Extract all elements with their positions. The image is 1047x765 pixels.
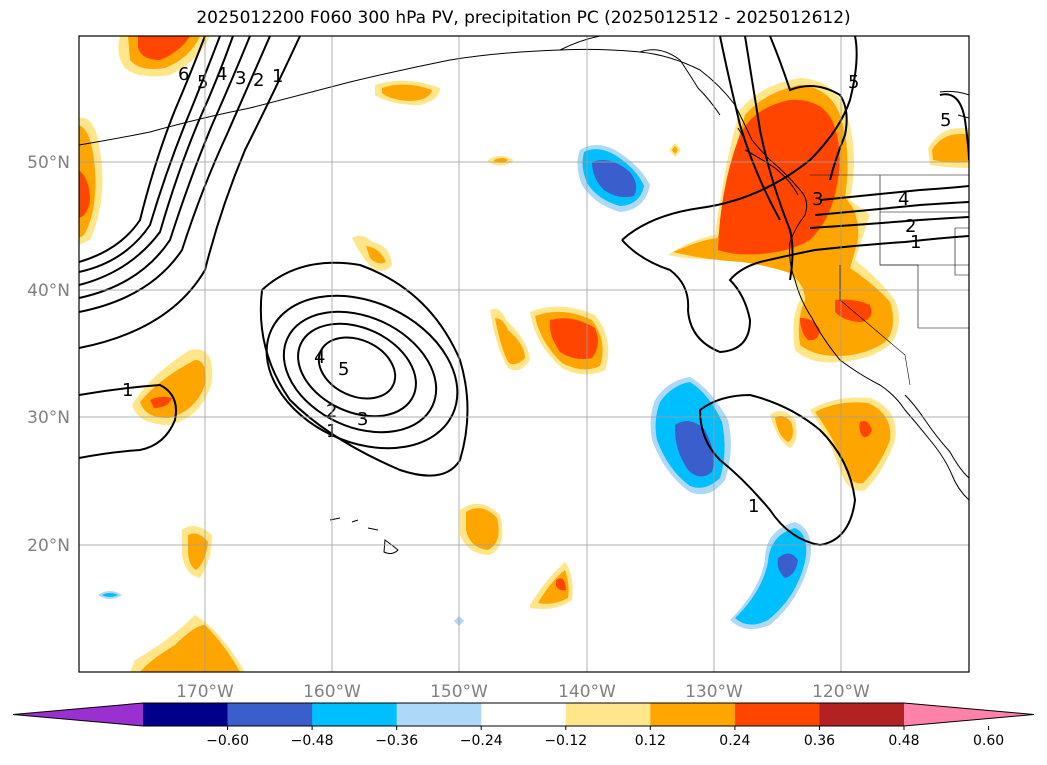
borders <box>810 174 969 386</box>
colorbar-segment <box>819 703 905 726</box>
colorbar-tick-label: 0.60 <box>973 733 1004 749</box>
lon-label: 130°W <box>685 682 743 702</box>
colorbar-extend-low <box>13 703 143 726</box>
colorbar-segment <box>481 703 567 726</box>
lon-label: 160°W <box>303 682 361 702</box>
contour-label: 1 <box>122 380 133 401</box>
map-plot-area: 6 5 4 3 2 1 1 5 4 3 2 1 5 5 3 4 2 1 1 <box>79 36 969 672</box>
contour-label: 5 <box>197 72 208 93</box>
contour-label: 3 <box>812 189 823 210</box>
colorbar-tick-label: −0.12 <box>544 733 587 749</box>
contour-label: 4 <box>314 347 325 368</box>
map-frame <box>78 35 970 673</box>
lat-label: 20°N <box>27 536 70 556</box>
colorbar-segment <box>650 703 736 726</box>
contour-label: 2 <box>905 216 916 237</box>
colorbar-tick-label: 0.24 <box>719 733 750 749</box>
colorbar-segment <box>227 703 313 726</box>
contour-label: 3 <box>357 409 368 430</box>
colorbar-segment <box>734 703 820 726</box>
colorbar-tick-label: 0.12 <box>635 733 666 749</box>
lon-label: 170°W <box>176 682 234 702</box>
colorbar-extend-high <box>904 703 1034 726</box>
map-title: 2025012200 F060 300 hPa PV, precipitatio… <box>196 8 851 28</box>
colorbar-tick-label: −0.60 <box>206 733 249 749</box>
colorbar-tick-label: −0.36 <box>375 733 418 749</box>
contour-label: 3 <box>235 68 246 89</box>
contour-label: 5 <box>338 359 349 380</box>
contour-label: 5 <box>848 72 859 93</box>
colorbar-tick-label: −0.24 <box>460 733 503 749</box>
colorbar-tick-label: −0.48 <box>291 733 334 749</box>
lon-label: 140°W <box>558 682 616 702</box>
contour-label: 2 <box>253 70 264 91</box>
lat-label: 50°N <box>27 153 70 173</box>
colorbar-tick-label: 0.48 <box>888 733 919 749</box>
longitude-labels: 170°W 160°W 150°W 140°W 130°W 120°W <box>176 682 870 702</box>
contour-label: 1 <box>748 496 759 517</box>
colorbar-tick-label: 0.36 <box>804 733 835 749</box>
latitude-labels: 50°N 40°N 30°N 20°N <box>27 153 70 556</box>
lat-label: 30°N <box>27 408 70 428</box>
colorbar-outline <box>12 702 1035 727</box>
contour-label: 1 <box>910 232 921 253</box>
lon-label: 120°W <box>812 682 870 702</box>
contour-label: 1 <box>272 66 283 87</box>
colorbar-segment <box>396 703 482 726</box>
contour-label: 4 <box>898 189 909 210</box>
colorbar-segment <box>565 703 651 726</box>
gridlines <box>79 36 969 672</box>
contour-label: 5 <box>940 110 951 131</box>
contour-label: 6 <box>178 64 189 85</box>
contour-label: 4 <box>216 64 227 85</box>
colorbar-segment <box>143 703 229 726</box>
lat-label: 40°N <box>27 281 70 301</box>
colorbar: −0.60 −0.48 −0.36 −0.24 −0.12 0.12 0.24 0.36 0.4… <box>12 702 1035 749</box>
pv-contours <box>79 36 969 547</box>
colorbar-segment <box>312 703 398 726</box>
pv-contour-labels: 6 5 4 3 2 1 1 5 4 3 2 1 5 5 3 4 2 1 1 <box>122 64 951 517</box>
lon-label: 150°W <box>430 682 488 702</box>
